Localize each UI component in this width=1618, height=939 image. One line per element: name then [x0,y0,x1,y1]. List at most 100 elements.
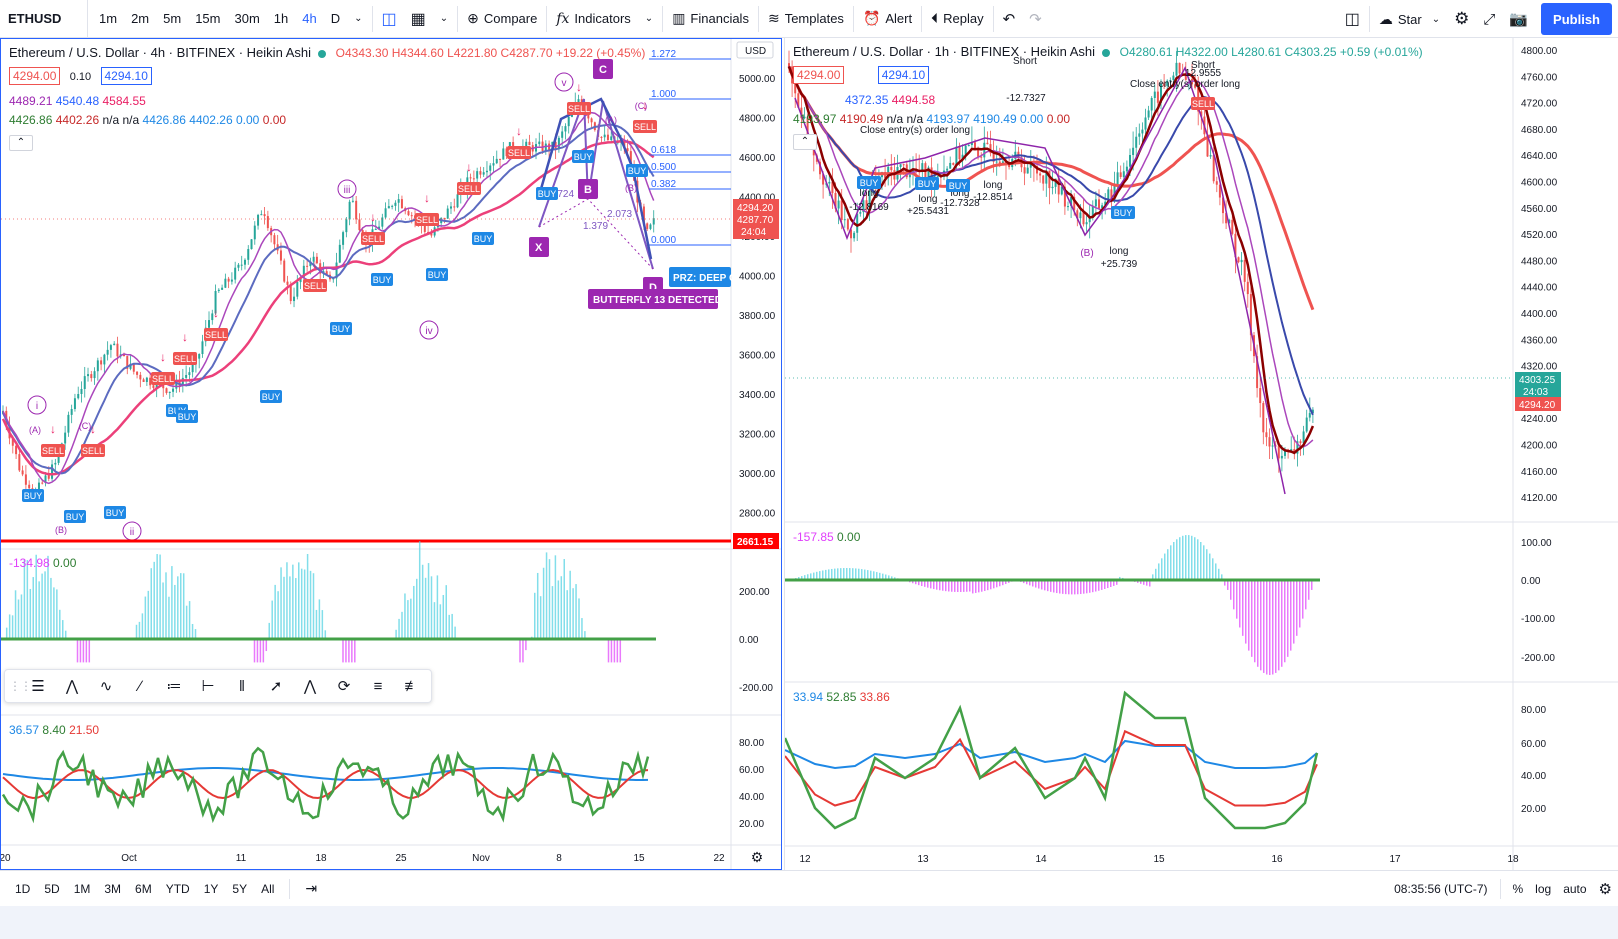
histogram-bar [159,554,161,639]
candle-body [129,363,132,369]
range-3m[interactable]: 3M [104,881,122,896]
indicators-button[interactable]: fx Indicators [549,0,637,38]
trend-line-icon[interactable]: ∕ [138,677,142,695]
fib-extension-icon[interactable]: ≢ [404,677,420,695]
auto-toggle[interactable]: auto [1563,882,1587,896]
bars-pattern-icon[interactable]: ‖ [238,677,246,695]
range-5d[interactable]: 5D [44,881,60,896]
histogram-bar [439,604,442,639]
bar-countdown-label: 24:04 [741,227,766,238]
interval-1h[interactable]: 1h [273,11,289,26]
range-6m[interactable]: 6M [135,881,152,896]
right-osc2-values: 33.94 52.85 33.86 [793,690,890,704]
redo-icon[interactable]: ↷ [1029,10,1042,28]
histogram-bar [1197,539,1199,580]
range-1d[interactable]: 1D [15,881,31,896]
symbol-search-button[interactable]: ETHUSD [0,0,88,38]
right-bid-ask-row: 4294.00 4294.10 [793,66,930,84]
bar-style-icon[interactable]: ◫ [381,10,397,28]
scale-settings-gear-icon[interactable]: ⚙ [1598,881,1612,898]
goto-date-icon[interactable]: ⇥ [305,880,318,896]
histogram-bar [11,615,14,639]
horizontal-ray-icon[interactable]: ⊢ [201,678,215,695]
interval-1m[interactable]: 1m [99,11,118,26]
candle-body [394,202,397,206]
alert-button[interactable]: ⏰ Alert [856,0,919,38]
interval-dropdown-chevron-icon[interactable]: ⌄ [354,13,363,24]
undo-icon[interactable]: ↶ [1002,10,1016,28]
indicators-chevron-icon[interactable]: ⌄ [644,13,654,24]
templates-button[interactable]: ≋ Templates [761,0,851,38]
histogram-bar [960,580,962,592]
right-chart-canvas[interactable]: 4800.00 4760.00 4720.00 4680.00 4640.00 4600.… [785,38,1618,870]
buy-price-button[interactable]: 4294.10 [100,67,152,85]
price-tick-label: 4680.00 [1521,125,1558,136]
histogram-bar [1179,537,1181,580]
legend-collapse-chevron-icon[interactable]: ⌃ [793,134,817,150]
histogram-bar [957,580,959,592]
candle-body [952,162,955,165]
sell-price-button[interactable]: 4294.00 [9,67,61,85]
text-lines-icon[interactable]: ☰ [31,678,45,695]
buy-price-button[interactable]: 4294.10 [877,66,930,84]
buy-signal-label: BUY [474,234,493,244]
sell-price-button[interactable]: 4294.00 [793,66,845,84]
histogram-bar [8,614,11,639]
candle-body [649,224,652,229]
candle-body [145,377,148,382]
range-ytd[interactable]: YTD [165,881,190,896]
histogram-bar [342,639,344,663]
interval-30m[interactable]: 30m [234,11,260,26]
right-chart-pane[interactable]: 4800.00 4760.00 4720.00 4680.00 4640.00 4600.… [784,38,1618,870]
star-button[interactable]: ☁ Star ⌄ [1372,0,1447,38]
range-1y[interactable]: 1Y [203,881,219,896]
range-5y[interactable]: 5Y [232,881,248,896]
candle-body [453,206,456,208]
fib-spiral-icon[interactable]: ⟳ [337,678,351,695]
fib-retracement-icon[interactable]: ≡ [373,677,383,695]
camera-icon[interactable]: 📷 [1509,11,1529,28]
head-shoulders-icon[interactable]: ⋀ [303,678,317,695]
histogram-bar [954,580,956,592]
drag-handle-icon[interactable]: ⋮⋮ [9,679,32,693]
ray-line-icon[interactable]: ➚ [269,678,283,695]
compare-button[interactable]: ⊕ Compare [460,0,544,38]
range-all[interactable]: All [261,881,275,896]
interval-2m[interactable]: 2m [131,11,150,26]
interval-d[interactable]: D [330,11,341,26]
candle-body [1246,281,1249,295]
histogram-bar [76,639,79,663]
range-1m[interactable]: 1M [73,881,91,896]
publish-button[interactable]: Publish [1541,3,1612,35]
financials-button[interactable]: ▥ Financials [665,0,756,38]
pattern-xabcd-icon[interactable]: ⋀ [65,678,79,695]
candles-icon[interactable]: ▦ [410,10,426,28]
interval-15m[interactable]: 15m [195,11,221,26]
replay-button[interactable]: ⏴ Replay [924,0,990,38]
fib-fan-icon[interactable]: ≔ [166,678,182,695]
left-chart-pane[interactable]: 5000.004800.004600.004400.004200.004000.… [0,38,782,870]
settings-gear-icon[interactable]: ⚙ [1454,9,1470,28]
legend-collapse-chevron-icon[interactable]: ⌃ [9,135,33,151]
candle-body [469,177,472,179]
histogram-bar [969,580,971,592]
clock-label[interactable]: 08:35:56 (UTC-7) [1394,882,1488,896]
histogram-bar [1200,542,1202,580]
layout-icon[interactable]: ◫ [1344,11,1360,28]
fullscreen-icon[interactable]: ⤢ [1483,10,1496,28]
ind-value: 4402.26 [189,113,233,127]
left-chart-title[interactable]: Ethereum / U.S. Dollar · 4h · BITFINEX ·… [9,45,311,60]
interval-4h[interactable]: 4h [302,11,317,26]
left-chart-canvas[interactable]: 5000.004800.004600.004400.004200.004000.… [1,39,781,869]
percent-toggle[interactable]: % [1512,882,1524,896]
strategy-annotation: Short [1013,56,1037,67]
chart-style-chevron-icon[interactable]: ⌄ [439,13,449,24]
wave-label: iv [425,326,432,337]
moving-average-line [2,123,655,475]
interval-5m[interactable]: 5m [163,11,182,26]
right-chart-title[interactable]: Ethereum / U.S. Dollar · 1h · BITFINEX ·… [793,44,1095,59]
elliott-wave-icon[interactable]: ∿ [99,678,113,695]
price-tick-label: 4560.00 [1521,204,1558,215]
log-toggle[interactable]: log [1535,882,1552,896]
ind-value: 0.00 [236,113,260,127]
